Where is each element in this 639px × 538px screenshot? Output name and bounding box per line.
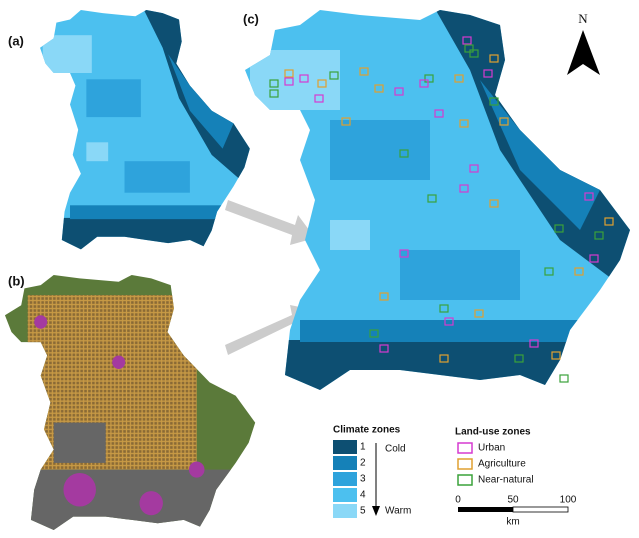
site [483,69,493,78]
site [584,192,594,201]
site [329,71,339,80]
legend-label: Agriculture [478,459,526,470]
map-b [4,275,256,530]
site [374,84,384,93]
zone-label: 4 [360,490,366,501]
scale-label: 100 [560,495,577,506]
site [359,67,369,76]
site [551,351,561,360]
site [529,339,539,348]
site [394,87,404,96]
site [499,117,509,126]
swatch [333,488,357,502]
site [284,77,294,86]
site [379,292,389,301]
site [439,354,449,363]
zone-label: 3 [360,474,366,485]
scale-label: 50 [507,495,519,506]
swatch [333,440,357,454]
site [284,69,294,78]
site [489,97,499,106]
site [299,74,309,83]
scale-label: 0 [455,495,461,506]
site [554,224,564,233]
site [514,354,524,363]
scale-bar [512,506,569,513]
site [399,249,409,258]
legend-key [457,458,473,470]
climate-swatches [333,440,357,518]
zone-label: 5 [360,506,366,517]
cold-label: Cold [385,444,406,455]
site [594,231,604,240]
panel-label: (c) [243,11,259,26]
north-label: N [578,11,588,26]
site [559,374,569,383]
site [544,267,554,276]
zone-label: 1 [360,442,366,453]
arrow [225,200,315,245]
site [434,109,444,118]
site [604,217,614,226]
site [489,199,499,208]
site [317,79,327,88]
site [424,74,434,83]
sites [269,36,614,383]
site [454,74,464,83]
site [469,164,479,173]
swatch [333,504,357,518]
site [464,44,474,53]
site [369,329,379,338]
panel-label: (b) [8,273,25,288]
swatch [333,472,357,486]
legend-title: Land-use zones [455,427,531,438]
site [459,184,469,193]
site [459,119,469,128]
site [427,194,437,203]
warm-label: Warm [385,506,411,517]
legend-label: Urban [478,443,505,454]
site [379,344,389,353]
gradient-arrowhead [372,506,380,516]
legend-label: Near-natural [478,475,534,486]
site [444,317,454,326]
site [419,79,429,88]
site [574,267,584,276]
site [269,89,279,98]
panel-label: (a) [8,33,24,48]
site [399,149,409,158]
legend-key [457,442,473,454]
site [589,254,599,263]
north-arrow [567,30,600,75]
site [489,54,499,63]
scale-unit: km [506,517,519,528]
site [474,309,484,318]
legend-title: Climate zones [333,425,401,436]
arrow [225,305,315,355]
site [469,49,479,58]
site [341,117,351,126]
site [439,304,449,313]
site [462,36,472,45]
swatch [333,456,357,470]
site [269,79,279,88]
map-a [37,4,255,256]
zone-label: 2 [360,458,366,469]
site [314,94,324,103]
scale-bar [458,507,513,512]
legend-key [457,474,473,486]
